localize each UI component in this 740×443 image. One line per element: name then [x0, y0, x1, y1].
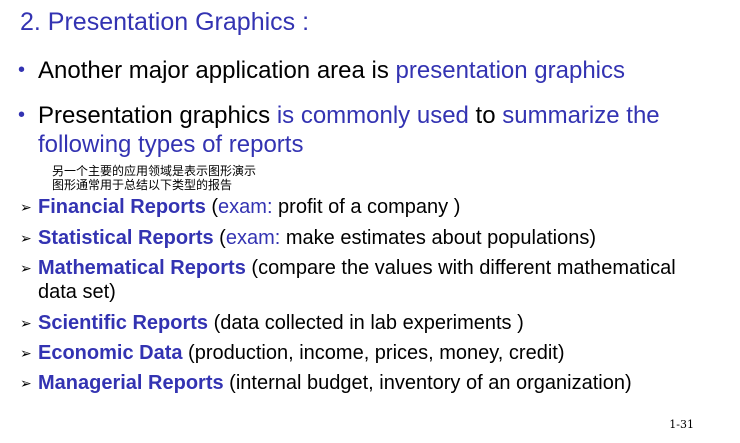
report-item-text: Scientific Reports (data collected in la… [38, 311, 698, 335]
chinese-note-line-2: 图形通常用于总结以下类型的报告 [52, 178, 233, 192]
report-item-head: Economic Data [38, 342, 183, 364]
bullet-text-highlight: presentation graphics [395, 57, 626, 84]
arrow-bullet-icon: ➢ [20, 375, 32, 391]
report-item-head: Managerial Reports [38, 372, 224, 394]
bullet-text-plain: to [468, 102, 503, 129]
report-item-paren: ( [223, 372, 236, 394]
report-item-paren: ( [245, 257, 259, 279]
report-item-text: Mathematical Reports (compare the values… [38, 256, 698, 304]
bullet-text: Another major application area is presen… [38, 56, 718, 85]
slide-title: 2. Presentation Graphics : [20, 8, 310, 36]
bullet-text: Presentation graphics is commonly used t… [38, 101, 718, 159]
report-item-head: Mathematical Reports [38, 257, 246, 279]
report-item-detail: compare the values with different mathem… [38, 257, 676, 303]
report-item-detail: internal budget, inventory of an organiz… [235, 372, 632, 394]
arrow-bullet-icon: ➢ [20, 199, 32, 215]
arrow-bullet-icon: ➢ [20, 345, 32, 361]
report-item-head: Financial Reports [38, 196, 206, 218]
bullet-text-plain: Another major application area is [38, 57, 396, 84]
report-item-paren: ( [182, 342, 195, 364]
arrow-bullet-icon: ➢ [20, 315, 32, 331]
report-item-paren: ( [208, 312, 221, 334]
report-item-text: Economic Data (production, income, price… [38, 341, 698, 365]
report-item-detail: profit of a company ) [272, 196, 461, 218]
report-item-head: Statistical Reports [38, 227, 214, 249]
report-item-example-label: exam: [225, 227, 281, 249]
bullet-dot-icon: • [18, 59, 26, 81]
report-item-detail: production, income, prices, money, credi… [194, 342, 565, 364]
report-item-detail: make estimates about populations) [280, 227, 597, 249]
chinese-note-line-1: 另一个主要的应用领域是表示图形演示 [52, 164, 257, 178]
bullet-text-plain: Presentation graphics [38, 102, 277, 129]
bullet-text-highlight: is commonly used [276, 102, 469, 129]
arrow-bullet-icon: ➢ [20, 230, 32, 246]
report-item-head: Scientific Reports [38, 312, 209, 334]
bullet-dot-icon: • [18, 104, 26, 126]
report-item-paren: ( [205, 196, 219, 218]
report-item-paren: ( [213, 227, 226, 249]
report-item-text: Managerial Reports (internal budget, inv… [38, 371, 698, 395]
report-item-example-label: exam: [218, 196, 273, 218]
report-item-text: Statistical Reports (exam: make estimate… [38, 226, 698, 250]
bullet-text-highlight: summarize the following types of reports [38, 102, 660, 158]
arrow-bullet-icon: ➢ [20, 260, 32, 276]
report-item-detail: data collected in lab experiments ) [220, 312, 524, 334]
page-number: 1-31 [669, 418, 694, 431]
report-item-text: Financial Reports (exam: profit of a com… [38, 195, 698, 219]
